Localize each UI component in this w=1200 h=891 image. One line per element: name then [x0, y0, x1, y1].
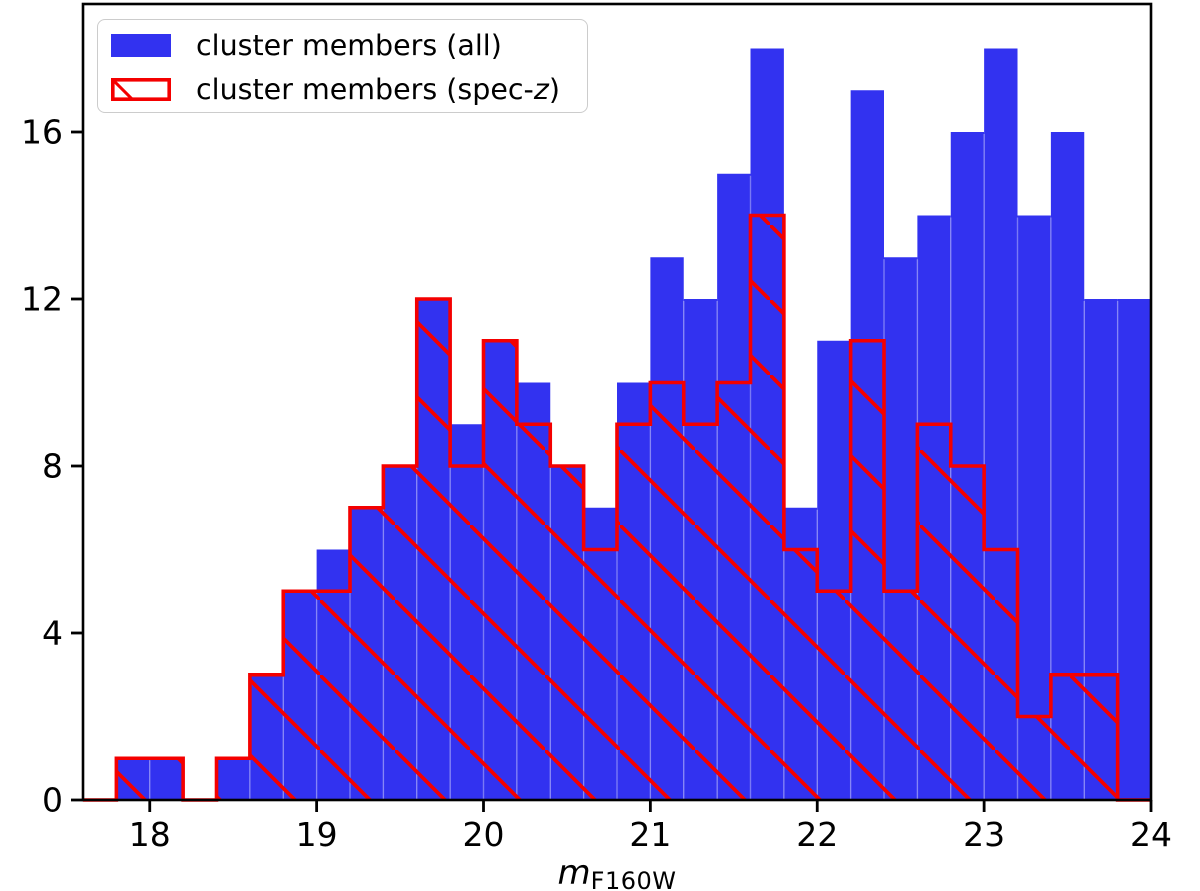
legend-blue-rect — [111, 34, 171, 58]
legend-item-specz: cluster members (spec-z) — [98, 68, 587, 112]
x-tick-label: 24 — [1130, 815, 1172, 854]
legend-label-specz: cluster members (spec-z) — [196, 72, 560, 106]
x-tick-label: 21 — [629, 815, 671, 854]
legend-label-all: cluster members (all) — [196, 29, 502, 63]
red-histogram-outline — [83, 213, 1151, 802]
y-tick-label: 4 — [42, 614, 63, 653]
x-tick-label: 19 — [296, 815, 338, 854]
red-hatched-swatch — [111, 77, 171, 101]
plot-border — [81, 2, 1153, 802]
y-tick-label: 16 — [21, 113, 63, 152]
x-axis-label-subscript: F160W — [590, 867, 677, 891]
blue-bar — [1117, 299, 1151, 800]
y-tick-label: 12 — [21, 280, 63, 319]
legend-box: cluster members (all) cluster members (s… — [97, 19, 588, 113]
x-tick-label: 22 — [796, 815, 838, 854]
blue-filled-swatch — [111, 34, 171, 58]
x-axis-label: mF160W — [83, 853, 1151, 891]
blue-bar — [1017, 215, 1051, 800]
legend-red-hatch-line — [111, 78, 134, 101]
y-tick-label: 0 — [42, 781, 63, 820]
x-tick-label: 20 — [463, 815, 505, 854]
x-axis-label-main: m — [557, 853, 591, 891]
y-tick-label: 8 — [42, 447, 63, 486]
x-tick-label: 18 — [129, 815, 171, 854]
x-tick-label: 23 — [963, 815, 1005, 854]
legend-item-all: cluster members (all) — [98, 24, 587, 68]
